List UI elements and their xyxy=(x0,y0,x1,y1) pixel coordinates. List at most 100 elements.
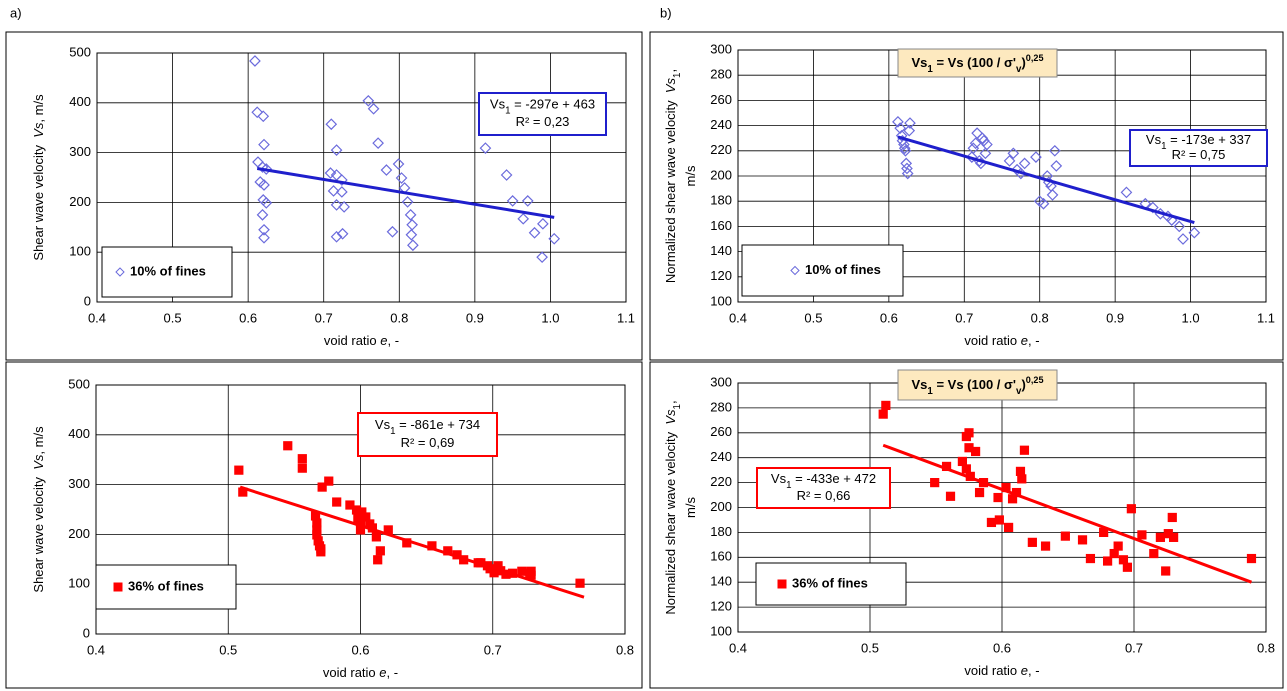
data-point xyxy=(260,163,273,175)
data-point xyxy=(234,465,244,475)
data-point xyxy=(1030,151,1042,163)
data-point xyxy=(372,137,384,149)
data-point xyxy=(258,179,270,191)
y-tick-label: 120 xyxy=(710,599,732,614)
data-point xyxy=(1137,530,1147,540)
text-part: m/s xyxy=(683,165,698,186)
data-point xyxy=(1109,548,1119,559)
text-part: 1 xyxy=(927,386,933,397)
y-tick-label: 280 xyxy=(710,67,732,82)
data-point xyxy=(1122,562,1133,572)
y-tick-label: 160 xyxy=(710,218,732,233)
data-point xyxy=(899,144,912,157)
x-tick-label: 0.5 xyxy=(804,310,822,325)
text-part: Vs xyxy=(31,454,46,470)
data-point xyxy=(521,195,534,207)
data-point xyxy=(945,491,956,501)
data-point xyxy=(336,174,348,186)
text-part: = -861e + 734 xyxy=(396,417,481,432)
equation-box xyxy=(357,412,498,457)
text-part: 0,25 xyxy=(1026,375,1044,385)
data-point xyxy=(260,197,273,209)
data-point xyxy=(974,487,985,498)
data-point xyxy=(1048,144,1061,157)
data-point xyxy=(1173,220,1186,233)
text-part: void ratio xyxy=(964,663,1020,678)
text-part: = -433e + 472 xyxy=(792,471,877,486)
data-point xyxy=(256,209,269,221)
y-tick-label: 200 xyxy=(68,526,90,541)
x-tick-label: 0.6 xyxy=(239,310,257,325)
text-part: , m/s xyxy=(31,426,46,455)
equation-text: R² = 0,66 xyxy=(797,488,851,503)
data-point xyxy=(1077,535,1088,545)
data-point xyxy=(500,169,513,181)
y-axis-label: Shear wave velocity Vs, m/s xyxy=(31,426,46,593)
data-point xyxy=(1113,541,1123,551)
x-tick-label: 0.8 xyxy=(1257,640,1275,655)
y-tick-label: 500 xyxy=(69,44,91,59)
y-tick-label: 260 xyxy=(710,92,732,107)
x-tick-label: 0.4 xyxy=(729,640,747,655)
data-point xyxy=(1161,566,1171,576)
data-point xyxy=(506,195,519,207)
y-tick-label: 100 xyxy=(710,293,732,308)
y-tick-label: 400 xyxy=(69,94,91,109)
data-point xyxy=(317,482,327,492)
text-part: , - xyxy=(1028,333,1040,348)
data-point xyxy=(894,122,907,134)
data-point xyxy=(1147,201,1159,214)
text-part: = Vs (100 / σ' xyxy=(933,377,1016,392)
data-point xyxy=(336,186,348,198)
formula-box xyxy=(897,48,1058,78)
legend-marker xyxy=(115,267,125,277)
text-part: e xyxy=(379,665,386,680)
data-point xyxy=(324,476,334,486)
y-tick-label: 220 xyxy=(710,474,732,489)
panel-frame xyxy=(649,361,1284,689)
x-tick-label: 0.6 xyxy=(880,310,898,325)
data-point xyxy=(283,441,293,451)
text-part: 1 xyxy=(672,72,683,77)
text-part: 0,25 xyxy=(1026,53,1044,63)
text-part: v xyxy=(1016,386,1022,397)
data-point xyxy=(338,201,350,213)
data-point xyxy=(1007,147,1020,160)
data-point xyxy=(1060,531,1070,541)
y-axis-label: Normalized shear wave velocity Vs1, xyxy=(663,69,683,283)
data-point xyxy=(367,102,380,115)
data-point xyxy=(1027,537,1037,547)
data-point xyxy=(993,492,1003,503)
panel-label: b) xyxy=(660,5,672,20)
text-part: void ratio xyxy=(964,333,1020,348)
y-axis-label: Shear wave velocity Vs, m/s xyxy=(31,94,46,261)
x-axis-label: void ratio e, - xyxy=(964,333,1039,348)
y-tick-label: 0 xyxy=(84,293,91,308)
data-point xyxy=(362,94,375,107)
text-part: , - xyxy=(387,665,399,680)
data-point xyxy=(1120,186,1133,199)
equation-text: R² = 0,23 xyxy=(516,115,570,130)
y-tick-label: 200 xyxy=(69,194,91,209)
legend-box xyxy=(741,244,904,297)
equation-box xyxy=(478,92,607,136)
data-point xyxy=(386,225,399,238)
y-tick-label: 500 xyxy=(68,376,90,391)
x-tick-label: 0.5 xyxy=(219,642,237,657)
text-part: Vs xyxy=(912,377,928,392)
x-tick-label: 0.8 xyxy=(616,642,634,657)
data-point xyxy=(405,228,418,241)
text-part: Vs xyxy=(375,417,391,432)
y-tick-label: 100 xyxy=(69,244,91,259)
x-tick-label: 0.8 xyxy=(1031,310,1049,325)
y-tick-label: 0 xyxy=(83,625,90,640)
panel-label: a) xyxy=(10,5,22,20)
y-tick-label: 180 xyxy=(710,193,732,208)
data-point xyxy=(1050,160,1063,172)
y-axis-label: m/s xyxy=(683,165,698,186)
text-part: , xyxy=(663,400,678,404)
y-tick-label: 220 xyxy=(710,142,732,157)
data-point xyxy=(898,142,911,155)
panel-frame xyxy=(5,31,643,361)
